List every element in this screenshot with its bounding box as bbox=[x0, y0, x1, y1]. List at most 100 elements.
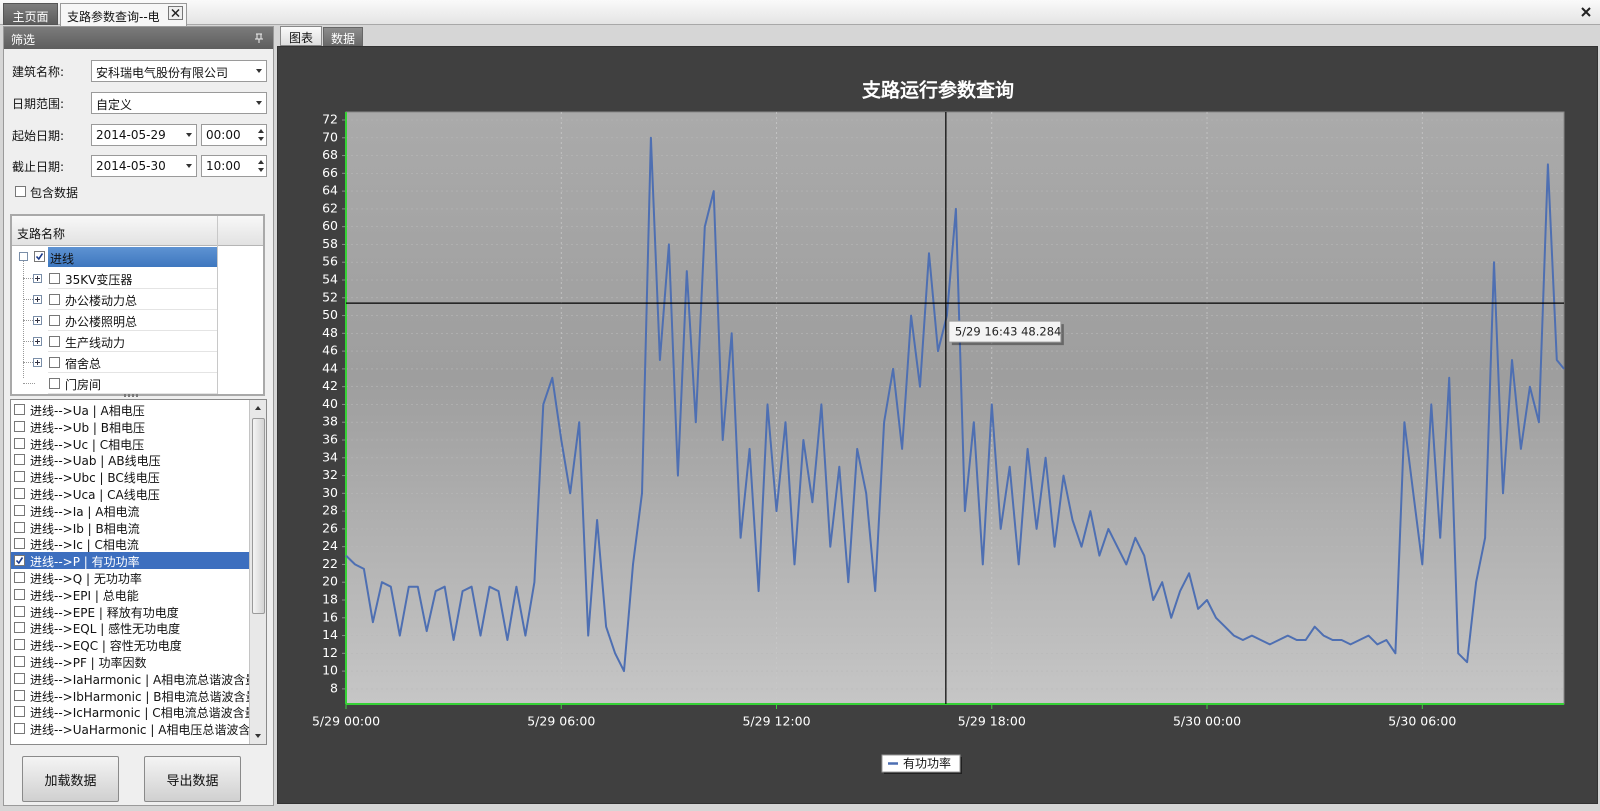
time-spinner[interactable]: 00:00 bbox=[201, 124, 267, 146]
tree-checkbox[interactable] bbox=[49, 273, 60, 284]
tree-checkbox[interactable] bbox=[49, 357, 60, 368]
scroll-up[interactable] bbox=[255, 406, 261, 410]
dropdown-arrow bbox=[186, 133, 192, 137]
parameter-item[interactable]: 进线-->EQC | 容性无功电度 bbox=[11, 636, 249, 653]
checkbox[interactable] bbox=[14, 437, 25, 449]
checkbox[interactable] bbox=[14, 723, 25, 735]
tab-close-button[interactable] bbox=[168, 6, 183, 20]
parameter-label: 进线-->Uc | C相电压 bbox=[30, 437, 145, 452]
checkbox[interactable] bbox=[14, 504, 25, 516]
checkbox[interactable] bbox=[14, 622, 25, 634]
parameter-item[interactable]: 进线-->IcHarmonic | C相电流总谐波含量 bbox=[11, 703, 249, 720]
tree-row-selected[interactable] bbox=[48, 247, 217, 267]
time-value: 10:00 bbox=[206, 159, 241, 173]
checkbox[interactable] bbox=[14, 588, 25, 600]
checkbox[interactable] bbox=[14, 488, 25, 499]
checkbox[interactable] bbox=[14, 420, 25, 432]
parameter-item[interactable]: 进线-->Ia | A相电流 bbox=[11, 502, 249, 519]
parameter-item[interactable]: 进线-->PF | 功率因数 bbox=[11, 653, 249, 670]
date-picker[interactable]: 2014-05-30 bbox=[91, 155, 197, 177]
checkbox[interactable] bbox=[14, 538, 25, 550]
parameter-item[interactable]: 进线-->Ib | B相电流 bbox=[11, 519, 249, 536]
tree-label[interactable]: 办公楼动力总 bbox=[65, 294, 138, 308]
checkbox[interactable] bbox=[14, 656, 25, 667]
data-line bbox=[345, 136, 1565, 673]
parameter-item[interactable]: 进线-->EQL | 感性无功电度 bbox=[11, 619, 249, 636]
checkbox[interactable] bbox=[14, 572, 25, 583]
view-tab[interactable]: 数据 bbox=[323, 27, 363, 46]
checkbox[interactable] bbox=[14, 521, 25, 533]
tree-label[interactable]: 生产线动力 bbox=[65, 336, 126, 350]
parameter-item[interactable]: 进线-->Ua | A相电压 bbox=[11, 401, 249, 418]
pin-icon[interactable] bbox=[254, 33, 264, 44]
y-tick-label: 16 bbox=[322, 609, 338, 624]
parameter-label: 进线-->UaHarmonic | A相电压总谐波含量 bbox=[30, 723, 249, 738]
dropdown[interactable]: 自定义 bbox=[91, 92, 267, 114]
dropdown-value: 2014-05-29 bbox=[96, 128, 166, 142]
x-tick-label: 5/29 12:00 bbox=[742, 714, 810, 729]
parameter-item[interactable]: 进线-->IaHarmonic | A相电流总谐波含量 bbox=[11, 670, 249, 687]
tab[interactable]: 支路参数查询--电 bbox=[60, 3, 187, 26]
checkbox[interactable] bbox=[14, 471, 25, 483]
tree-label[interactable]: 35KV变压器 bbox=[65, 273, 133, 287]
date-picker[interactable]: 2014-05-29 bbox=[91, 124, 197, 146]
tab[interactable]: 主页面 bbox=[3, 3, 58, 25]
tree-expander[interactable] bbox=[19, 252, 28, 261]
parameter-item[interactable]: 进线-->Uca | CA线电压 bbox=[11, 485, 249, 502]
tree-checkbox[interactable] bbox=[49, 315, 60, 326]
parameter-item[interactable]: 进线-->UaHarmonic | A相电压总谐波含量 bbox=[11, 720, 249, 737]
tree-label[interactable]: 办公楼照明总 bbox=[65, 315, 138, 329]
scroll-down[interactable] bbox=[255, 734, 261, 738]
tree-expander[interactable] bbox=[33, 358, 42, 367]
parameter-item[interactable]: 进线-->Uc | C相电压 bbox=[11, 435, 249, 452]
tree-label[interactable]: 宿舍总 bbox=[65, 357, 102, 371]
button[interactable]: 导出数据 bbox=[144, 756, 241, 802]
tree-checkbox[interactable] bbox=[49, 378, 60, 389]
parameter-item[interactable]: 进线-->Uab | AB线电压 bbox=[11, 451, 249, 468]
y-tick-label: 26 bbox=[322, 520, 338, 535]
y-tick-label: 42 bbox=[322, 378, 338, 393]
parameter-list: 进线-->Ua | A相电压 进线-->Ub | B相电压进线-->Uc | C相… bbox=[10, 399, 267, 745]
checkbox[interactable] bbox=[15, 186, 26, 197]
checkbox[interactable] bbox=[14, 555, 25, 567]
tree-checkbox[interactable] bbox=[49, 294, 60, 305]
parameter-item[interactable]: 进线-->Q | 无功功率 bbox=[11, 569, 249, 586]
checkbox[interactable] bbox=[14, 639, 25, 651]
y-tick-label: 30 bbox=[322, 485, 338, 500]
view-tab[interactable]: 图表 bbox=[280, 26, 322, 46]
parameter-label: 进线-->EQC | 容性无功电度 bbox=[30, 639, 182, 654]
splitter-grip[interactable] bbox=[124, 394, 140, 397]
parameter-item[interactable]: 进线-->Ubc | BC线电压 bbox=[11, 468, 249, 485]
parameter-item[interactable]: 进线-->Ic | C相电流 bbox=[11, 535, 249, 552]
checkbox[interactable] bbox=[14, 605, 25, 617]
time-spinner[interactable]: 10:00 bbox=[201, 155, 267, 177]
parameter-item[interactable]: 进线-->Ub | B相电压 bbox=[11, 418, 249, 435]
y-tick-label: 54 bbox=[322, 272, 338, 287]
window-close-button[interactable] bbox=[1580, 6, 1592, 18]
tree-expander[interactable] bbox=[33, 316, 42, 325]
parameter-item[interactable]: 进线-->IbHarmonic | B相电流总谐波含量 bbox=[11, 687, 249, 704]
tree-expander[interactable] bbox=[33, 295, 42, 304]
button[interactable]: 加载数据 bbox=[22, 756, 119, 802]
tree-checkbox[interactable] bbox=[34, 251, 45, 262]
tab-strip bbox=[0, 0, 1600, 25]
x-tick-label: 5/29 00:00 bbox=[312, 714, 380, 729]
checkbox[interactable] bbox=[14, 404, 25, 415]
tree-expander[interactable] bbox=[33, 274, 42, 283]
y-tick-label: 60 bbox=[322, 218, 338, 233]
dropdown[interactable]: 安科瑞电气股份有限公司 bbox=[91, 60, 267, 82]
tree-expander[interactable] bbox=[33, 337, 42, 346]
checkbox[interactable] bbox=[14, 689, 25, 701]
checkbox[interactable] bbox=[14, 672, 25, 684]
parameter-item[interactable]: 进线-->EPE | 释放有功电度 bbox=[11, 603, 249, 620]
scroll-thumb[interactable] bbox=[252, 418, 265, 614]
parameter-label: 进线-->P | 有功功率 bbox=[30, 555, 140, 570]
spin-up bbox=[258, 160, 264, 164]
tree-label[interactable]: 门房间 bbox=[65, 378, 102, 392]
checkmark-path bbox=[35, 253, 44, 261]
checkbox[interactable] bbox=[14, 706, 25, 718]
parameter-item[interactable]: 进线-->P | 有功功率 bbox=[11, 552, 249, 570]
tree-checkbox[interactable] bbox=[49, 336, 60, 347]
checkbox[interactable] bbox=[14, 454, 25, 466]
parameter-item[interactable]: 进线-->EPI | 总电能 bbox=[11, 586, 249, 603]
